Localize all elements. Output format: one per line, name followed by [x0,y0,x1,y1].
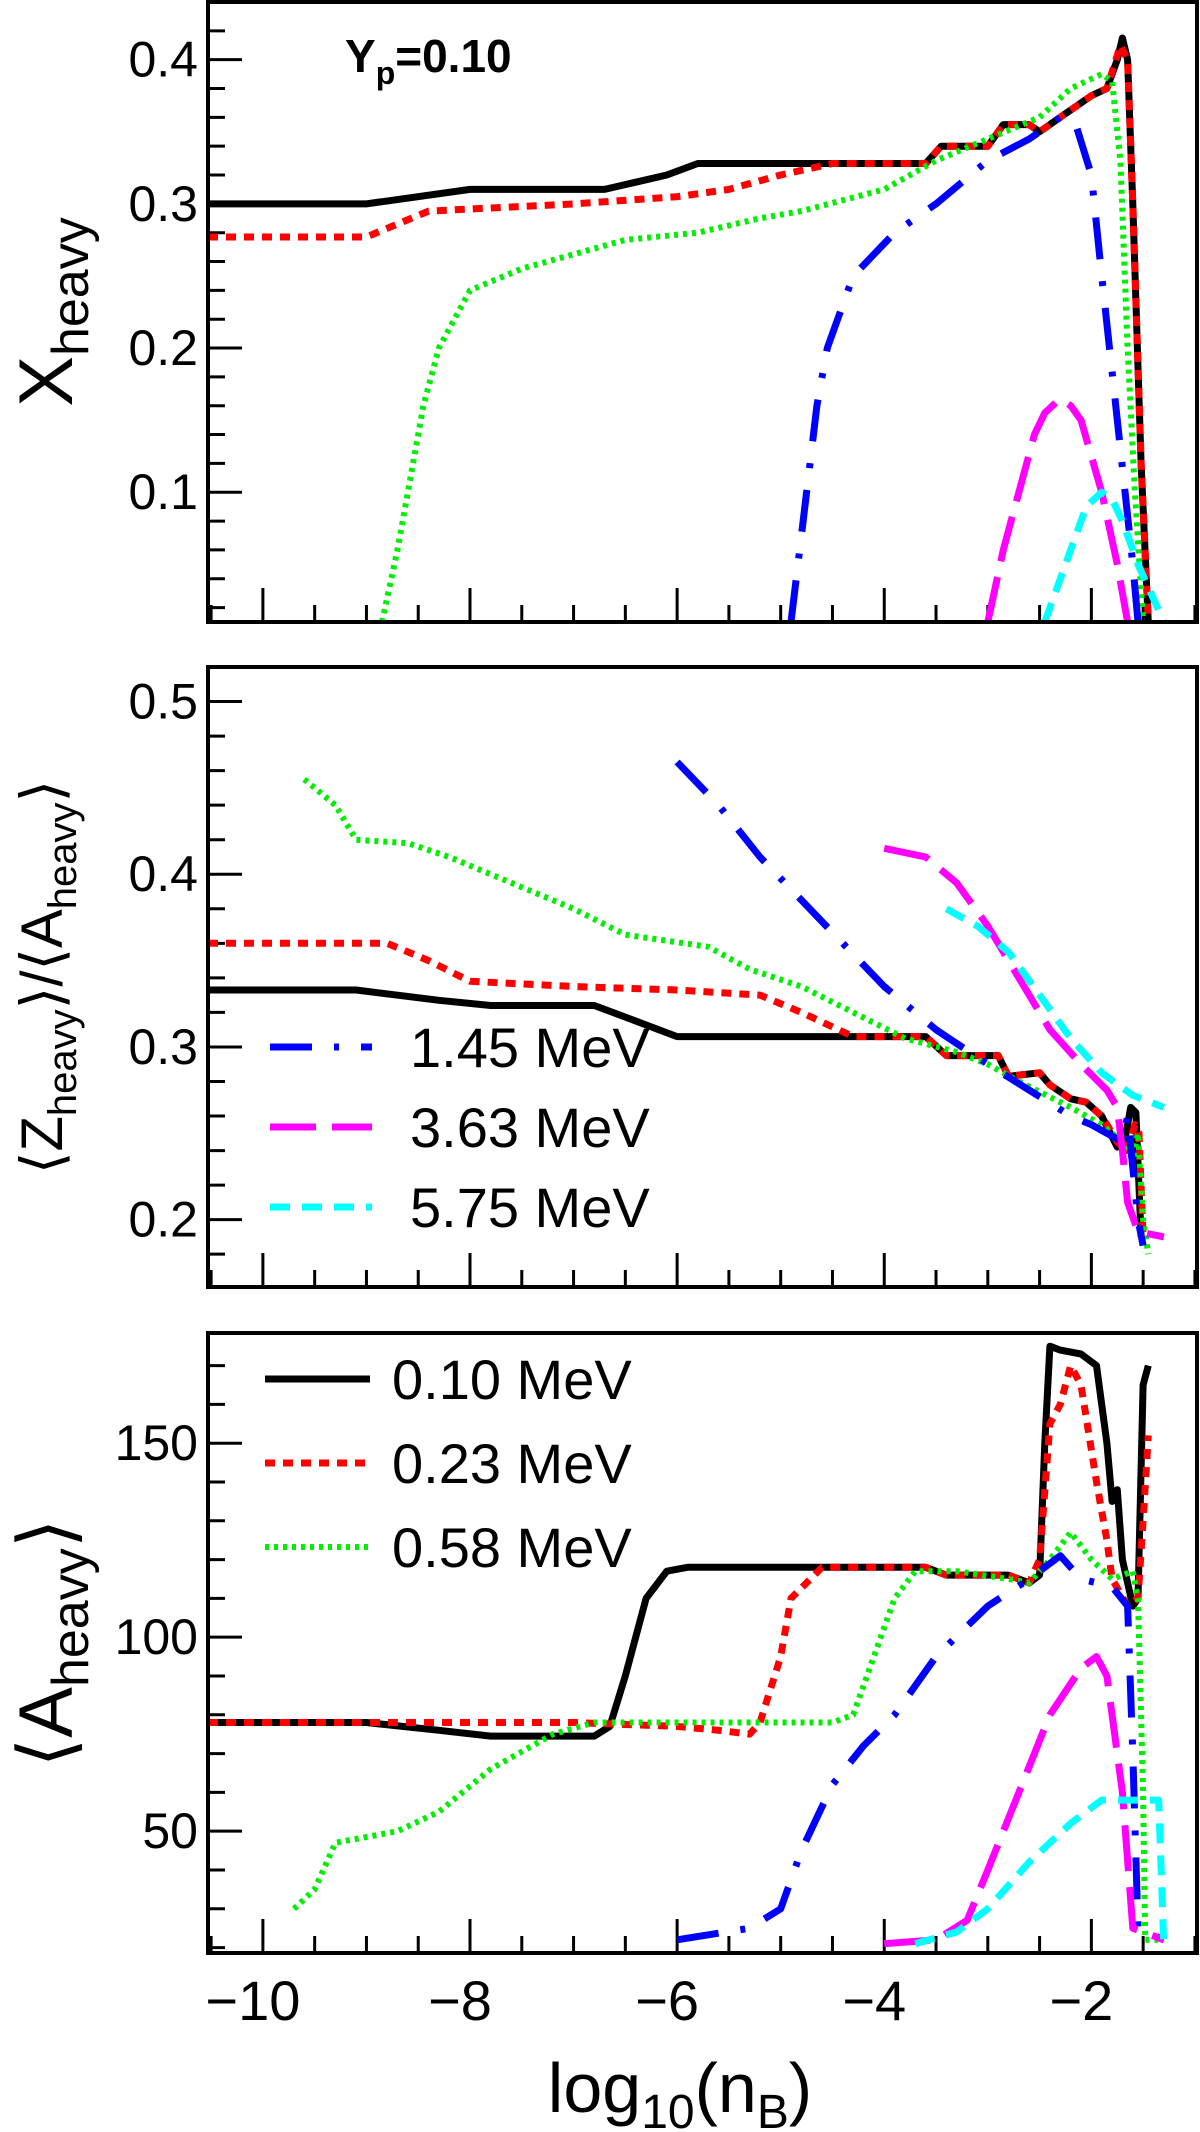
y-tick-label: 0.2 [128,1192,198,1248]
y-axis-title-part: ⟨A [4,1687,89,1768]
y-tick-label: 150 [115,1415,198,1471]
y-tick-label: 100 [115,1609,198,1665]
legend-label: 5.75 MeV [410,1176,650,1239]
x-tick-label: −10 [205,1969,300,2032]
series-line-0-58-mev [302,776,1152,1255]
series-line-0-58-mev [379,71,1147,622]
plot-frame [206,0,1199,624]
series-line-0-10-mev [208,986,1145,1238]
y-axis-title-part: X [4,356,89,407]
series-line-0-23-mev [208,41,1152,622]
y-axis-title-part: heavy [41,803,85,910]
legend-label: 3.63 MeV [410,1096,650,1159]
y-tick-label: 0.2 [128,320,198,376]
y-tick-label: 0.4 [128,32,198,88]
series-line-3-63-mev [883,844,1165,1241]
y-axis-title: ⟨Aheavy⟩ [4,1519,100,1768]
y-tick-label: 0.4 [128,846,198,902]
panel-1: 0.1 0.2 0.3 0.4 Xheavy [4,0,1199,624]
series-line-5-75-mev [1041,488,1168,622]
y-tick-label: 0.5 [128,674,198,730]
y-axis-title-part: ⟩/⟨A [10,909,75,1009]
x-tick-label: −4 [842,1969,906,2032]
series-line-0-10-mev [208,1342,1152,1740]
legend-label: 0.10 MeV [392,1348,632,1411]
panel-3: 50 100 150 ⟨Aheavy⟩ 0.10 MeV 0.23 MeV 0.58 MeV [4,1331,1199,1955]
legend-label: 0.58 MeV [392,1516,632,1579]
y-tick-label: 50 [142,1803,198,1859]
x-tick-label: −6 [635,1969,699,2032]
y-axis-title-part: ⟩ [4,1519,89,1549]
y-axis-title: ⟨Zheavy⟩/⟨Aheavy⟩ [10,780,85,1174]
plot-frame [206,1331,1199,1955]
y-axis-title-part: heavy [42,217,100,356]
y-axis-title: Xheavy [4,217,100,406]
y-tick-label: 0.3 [128,1019,198,1075]
series-line-3-63-mev [883,1653,1166,1948]
y-axis-title-part: heavy [42,1548,100,1687]
series-line-1-45-mev [676,1552,1166,1944]
y-axis-title-part: heavy [41,1009,85,1116]
y-axis-title-part: ⟩ [10,780,75,803]
series-line-5-75-mev [914,1796,1168,1948]
legend-label: 1.45 MeV [410,1016,650,1079]
x-axis-title: log10(nB) [548,2049,812,2132]
x-tick-label: −2 [1049,1969,1113,2032]
y-tick-label: 0.1 [128,464,198,520]
series-line-1-45-mev [674,759,1147,1247]
legend-label: 0.23 MeV [392,1432,632,1495]
plot-frame [206,665,1199,1289]
series-line-0-58-mev [291,1529,1164,1943]
yp-annotation: Yp=0.10 [345,30,512,91]
y-axis-title-part: ⟨Z [10,1116,75,1174]
panel-2: 0.20.30.40.5⟨Zheavy⟩/⟨Aheavy⟩1.45 MeV3.6… [10,665,1199,1289]
y-tick-label: 0.3 [128,176,198,232]
series-line-1-45-mev [787,113,1142,622]
x-tick-label: −8 [428,1969,492,2032]
series-line-5-75-mev [944,905,1166,1111]
